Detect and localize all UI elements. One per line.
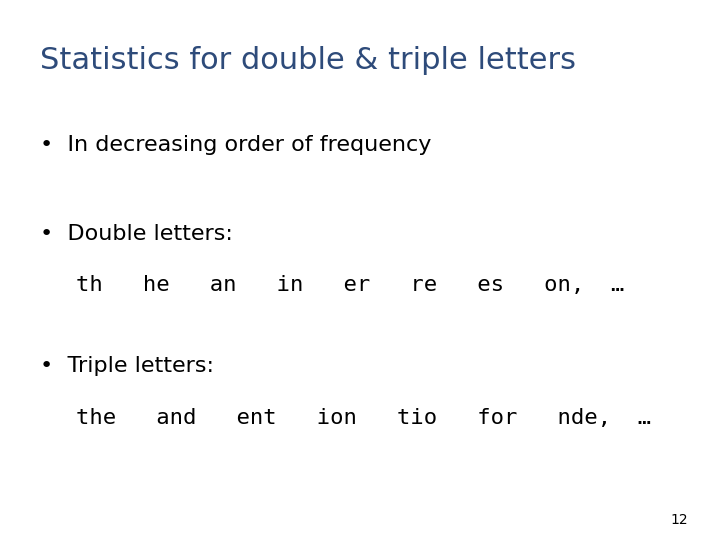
Text: •  In decreasing order of frequency: • In decreasing order of frequency — [40, 135, 431, 155]
Text: the   and   ent   ion   tio   for   nde,  …: the and ent ion tio for nde, … — [76, 408, 651, 428]
Text: Statistics for double & triple letters: Statistics for double & triple letters — [40, 46, 575, 75]
Text: •  Double letters:: • Double letters: — [40, 224, 233, 244]
Text: 12: 12 — [670, 512, 688, 526]
Text: th   he   an   in   er   re   es   on,  …: th he an in er re es on, … — [76, 275, 624, 295]
Text: •  Triple letters:: • Triple letters: — [40, 356, 214, 376]
